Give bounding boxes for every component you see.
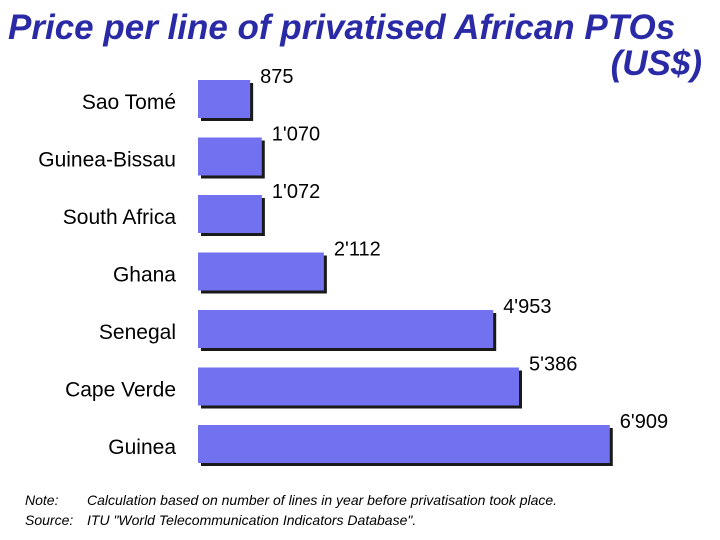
- chart-title: Price per line of privatised African PTO…: [8, 10, 710, 82]
- value-label: 2'112: [334, 239, 381, 261]
- value-label: 5'386: [529, 354, 577, 376]
- source-line: Source: ITU "World Telecommunication Indi…: [25, 512, 416, 528]
- category-label: Ghana: [113, 264, 176, 287]
- bar: [198, 425, 610, 463]
- bar: [198, 195, 262, 233]
- bar: [198, 80, 251, 118]
- chart-title-line1: Price per line of privatised African PTO…: [8, 8, 676, 47]
- value-label: 4'953: [503, 296, 551, 318]
- category-label: Cape Verde: [65, 379, 176, 402]
- note-line: Note: Calculation based on number of line…: [25, 492, 557, 508]
- note-text: Calculation based on number of lines in …: [87, 492, 558, 508]
- bar: [198, 137, 262, 176]
- category-label: South Africa: [63, 206, 177, 229]
- category-label: Guinea-Bissau: [38, 149, 176, 172]
- chart-title-line2: (US$): [610, 44, 702, 83]
- value-label: 1'070: [272, 124, 320, 146]
- bar: [198, 367, 520, 406]
- value-label: 875: [260, 66, 293, 88]
- bar-chart: Sao Tomé 875 Guinea-Bissau 1'070 South Afric…: [38, 66, 668, 466]
- note-label: Note:: [25, 492, 59, 508]
- source-text: ITU "World Telecommunication Indicators …: [87, 512, 417, 528]
- source-label: Source:: [25, 512, 74, 528]
- category-label: Sao Tomé: [82, 91, 176, 114]
- category-label: Senegal: [99, 321, 176, 344]
- value-label: 6'909: [620, 411, 668, 433]
- bar: [198, 310, 494, 348]
- category-label: Guinea: [108, 436, 176, 459]
- bar: [198, 252, 324, 291]
- value-label: 1'072: [272, 181, 320, 203]
